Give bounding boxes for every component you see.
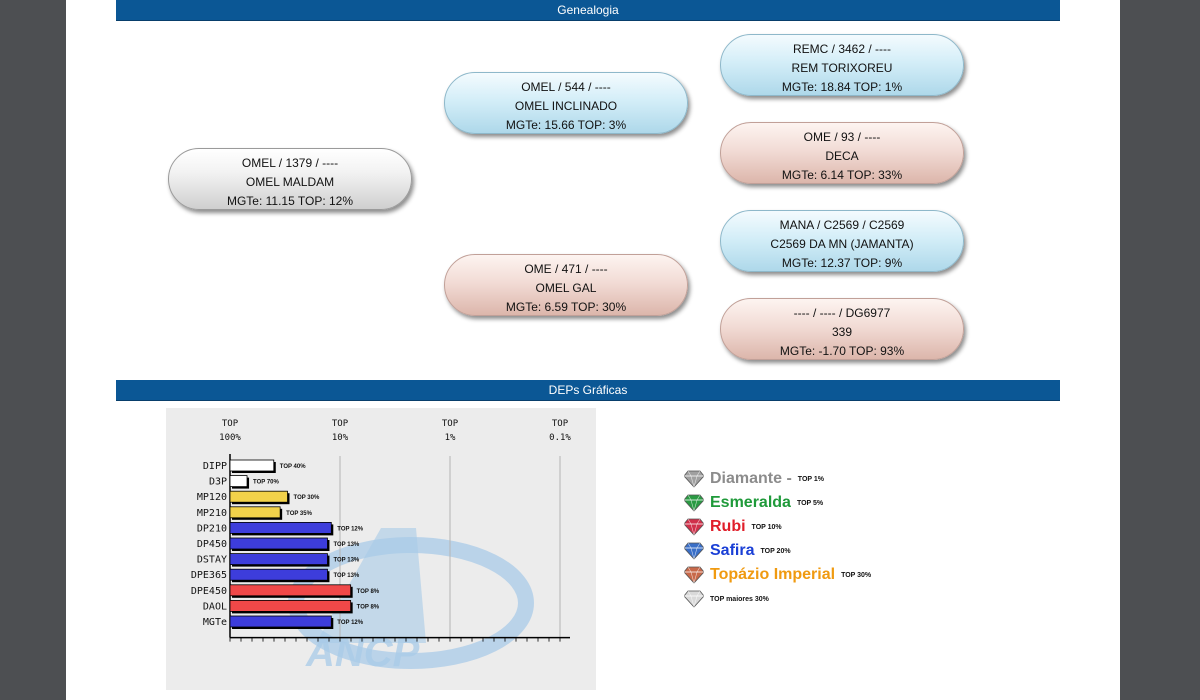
bar-mgte bbox=[229, 615, 332, 628]
maternal-grandsire-index: MGTe: 12.37 TOP: 9% bbox=[781, 256, 903, 270]
sire-card[interactable]: OMEL / 544 / ---- OMEL INCLINADO MGTe: 1… bbox=[444, 72, 688, 134]
bar-data-label: TOP 40% bbox=[280, 464, 306, 470]
bar-mp210 bbox=[229, 506, 281, 519]
legend-top-range: TOP 30% bbox=[841, 571, 872, 579]
gem-icon bbox=[684, 566, 704, 584]
sire-index: MGTe: 15.66 TOP: 3% bbox=[505, 118, 627, 132]
animal-index: MGTe: 11.15 TOP: 12% bbox=[226, 194, 354, 208]
deps-section-title: DEPs Gráficas bbox=[116, 380, 1060, 401]
bar-data-label: TOP 8% bbox=[357, 589, 380, 595]
dam-card[interactable]: OME / 471 / ---- OMEL GAL MGTe: 6.59 TOP… bbox=[444, 254, 688, 316]
bar-dpe450 bbox=[229, 584, 352, 597]
legend-gem-name: Esmeralda bbox=[710, 494, 791, 511]
category-label: DPE450 bbox=[191, 586, 227, 597]
bar-dp210 bbox=[229, 522, 332, 534]
paternal-granddam-index: MGTe: 6.14 TOP: 33% bbox=[781, 168, 903, 182]
maternal-grandsire-registration: MANA / C2569 / C2569 bbox=[779, 218, 905, 232]
paternal-granddam-card[interactable]: OME / 93 / ---- DECA MGTe: 6.14 TOP: 33% bbox=[720, 122, 964, 184]
legend-item: Safira TOP 20% bbox=[684, 540, 791, 562]
category-label: DP450 bbox=[197, 539, 227, 550]
legend-top-range: TOP maiores 30% bbox=[710, 595, 769, 603]
bar-data-label: TOP 8% bbox=[357, 604, 380, 610]
category-label: DSTAY bbox=[197, 555, 227, 566]
maternal-granddam-card[interactable]: ---- / ---- / DG6977 339 MGTe: -1.70 TOP… bbox=[720, 298, 964, 360]
gem-icon bbox=[684, 542, 704, 560]
bar-data-label: TOP 13% bbox=[333, 558, 359, 564]
category-label: DIPP bbox=[203, 461, 227, 472]
legend-gem-name: Rubi bbox=[710, 518, 746, 535]
bar-data-label: TOP 12% bbox=[337, 526, 363, 532]
deps-chart: ANCP TOP 100% TOP 10% TOP 1% TOP 0.1% DIPP TOP 4… bbox=[166, 408, 596, 690]
bar-mp120 bbox=[229, 490, 288, 503]
legend-top-range: TOP 5% bbox=[796, 499, 824, 507]
dam-name: OMEL GAL bbox=[535, 281, 597, 295]
maternal-grandsire-name: C2569 DA MN (JAMANTA) bbox=[770, 237, 914, 251]
bar-dp450 bbox=[229, 537, 328, 550]
paternal-granddam-name: DECA bbox=[825, 149, 859, 163]
x-tick-label-top: TOP bbox=[552, 419, 569, 429]
legend-gem-name: Safira bbox=[710, 542, 755, 559]
category-label: DP210 bbox=[197, 523, 227, 534]
bar-dstay bbox=[229, 553, 328, 566]
gem-icon bbox=[684, 470, 704, 488]
x-tick-label-value: 1% bbox=[445, 433, 456, 443]
paternal-grandsire-index: MGTe: 18.84 TOP: 1% bbox=[781, 80, 903, 94]
bar-dipp bbox=[229, 459, 275, 472]
bar-data-label: TOP 12% bbox=[337, 620, 363, 626]
legend-item: Rubi TOP 10% bbox=[684, 516, 782, 538]
bar-d3p bbox=[229, 475, 248, 487]
legend-item: TOP maiores 30% bbox=[684, 588, 769, 610]
genealogy-section-title: Genealogia bbox=[116, 0, 1060, 21]
dam-index: MGTe: 6.59 TOP: 30% bbox=[505, 300, 627, 314]
legend-top-range: TOP 10% bbox=[751, 523, 782, 531]
bar-daol bbox=[229, 599, 352, 612]
bar-data-label: TOP 13% bbox=[333, 542, 359, 548]
legend-gem-name: Topázio Imperial bbox=[710, 566, 836, 583]
legend-item: Diamante - TOP 1% bbox=[684, 468, 824, 490]
bar-data-label: TOP 70% bbox=[253, 480, 279, 486]
animal-registration: OMEL / 1379 / ---- bbox=[241, 156, 339, 170]
category-label: DAOL bbox=[203, 601, 227, 612]
paternal-grandsire-registration: REMC / 3462 / ---- bbox=[792, 42, 891, 56]
legend-gem-name: Diamante - bbox=[710, 470, 792, 487]
gem-icon bbox=[684, 494, 704, 512]
maternal-granddam-index: MGTe: -1.70 TOP: 93% bbox=[779, 344, 905, 358]
gem-icon bbox=[684, 590, 704, 608]
x-tick-label-value: 0.1% bbox=[549, 433, 571, 443]
paternal-grandsire-name: REM TORIXOREU bbox=[791, 61, 893, 75]
sire-name: OMEL INCLINADO bbox=[514, 99, 618, 113]
x-tick-label-value: 10% bbox=[332, 433, 349, 443]
legend-top-range: TOP 1% bbox=[797, 475, 824, 483]
dam-registration: OME / 471 / ---- bbox=[524, 262, 608, 276]
category-label: D3P bbox=[209, 477, 227, 488]
maternal-granddam-registration: ---- / ---- / DG6977 bbox=[793, 306, 891, 320]
category-label: MGTe bbox=[203, 617, 227, 628]
bar-dpe365 bbox=[229, 568, 328, 581]
legend-top-range: TOP 20% bbox=[760, 547, 791, 555]
x-tick-label-top: TOP bbox=[222, 419, 239, 429]
animal-root-card[interactable]: OMEL / 1379 / ---- OMEL MALDAM MGTe: 11.… bbox=[168, 148, 412, 210]
bar-data-label: TOP 30% bbox=[294, 495, 320, 501]
paternal-grandsire-card[interactable]: REMC / 3462 / ---- REM TORIXOREU MGTe: 1… bbox=[720, 34, 964, 96]
gem-icon bbox=[684, 518, 704, 536]
x-tick-label-top: TOP bbox=[442, 419, 459, 429]
x-tick-label-top: TOP bbox=[332, 419, 349, 429]
category-label: MP210 bbox=[197, 508, 227, 519]
bar-data-label: TOP 35% bbox=[286, 511, 312, 517]
legend-item: Topázio Imperial TOP 30% bbox=[684, 564, 871, 586]
legend-item: Esmeralda TOP 5% bbox=[684, 492, 823, 514]
animal-name: OMEL MALDAM bbox=[245, 175, 335, 189]
category-label: DPE365 bbox=[191, 570, 227, 581]
paternal-granddam-registration: OME / 93 / ---- bbox=[803, 130, 881, 144]
category-label: MP120 bbox=[197, 492, 227, 503]
maternal-granddam-name: 339 bbox=[831, 325, 853, 339]
sire-registration: OMEL / 544 / ---- bbox=[521, 80, 611, 94]
maternal-grandsire-card[interactable]: MANA / C2569 / C2569 C2569 DA MN (JAMANT… bbox=[720, 210, 964, 272]
bar-data-label: TOP 13% bbox=[333, 573, 359, 579]
x-tick-label-value: 100% bbox=[219, 433, 241, 443]
